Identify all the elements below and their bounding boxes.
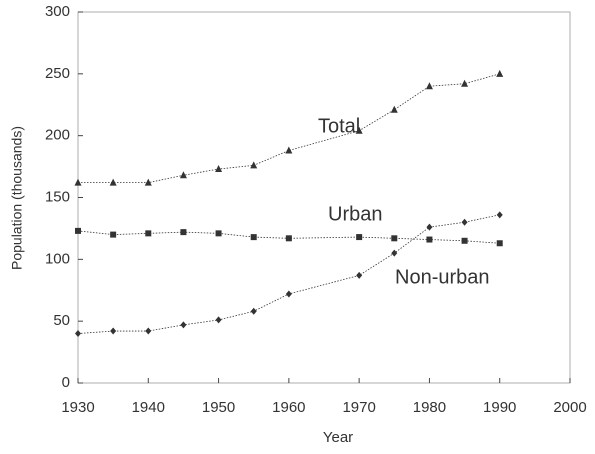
marker [390,105,398,113]
marker [75,227,81,234]
marker [426,236,433,243]
x-tick-label: 1960 [272,399,305,416]
marker [215,165,223,173]
series-label: Total [318,115,360,137]
series-label: Urban [328,203,382,225]
marker [250,307,257,315]
marker [391,235,398,242]
marker [180,321,187,329]
marker [75,330,81,338]
y-tick-label: 0 [62,374,70,391]
marker [496,211,503,219]
x-axis-title: Year [323,429,353,446]
marker [285,290,292,298]
marker [250,234,257,241]
series-line [77,230,500,244]
marker [496,240,503,247]
marker [144,178,152,186]
x-tick-label: 1930 [61,399,94,416]
marker [425,82,433,90]
x-tick-label: 1980 [413,399,446,416]
marker [356,234,363,241]
marker [285,235,292,242]
marker [391,249,398,257]
x-tick-label: 1950 [202,399,235,416]
x-tick-label: 1990 [483,399,516,416]
marker [250,161,258,169]
x-tick-label: 2000 [553,399,586,416]
x-tick-label: 1940 [132,399,165,416]
marker [110,327,117,335]
y-tick-label: 150 [45,188,70,205]
marker [461,218,468,226]
x-tick-label: 1970 [342,399,375,416]
y-tick-label: 50 [53,312,70,329]
marker [145,230,152,237]
y-tick-label: 200 [45,127,70,144]
plot-frame [77,11,571,384]
marker [426,223,433,231]
marker [180,229,187,236]
marker [461,237,468,244]
y-tick-label: 100 [45,250,70,267]
marker [355,126,363,134]
marker [145,327,152,335]
series-label: Non-urban [395,266,490,288]
marker [215,316,222,324]
marker [74,178,82,186]
y-axis-title: Population (thousands) [9,126,25,270]
series-line [78,73,500,184]
marker [215,230,222,237]
marker [179,171,187,179]
y-tick-label: 300 [45,3,70,20]
marker [496,69,504,77]
marker [356,271,363,279]
y-tick-label: 250 [45,65,70,82]
marker [285,146,293,154]
marker [110,231,117,238]
marker [461,79,469,87]
marker [109,178,117,186]
